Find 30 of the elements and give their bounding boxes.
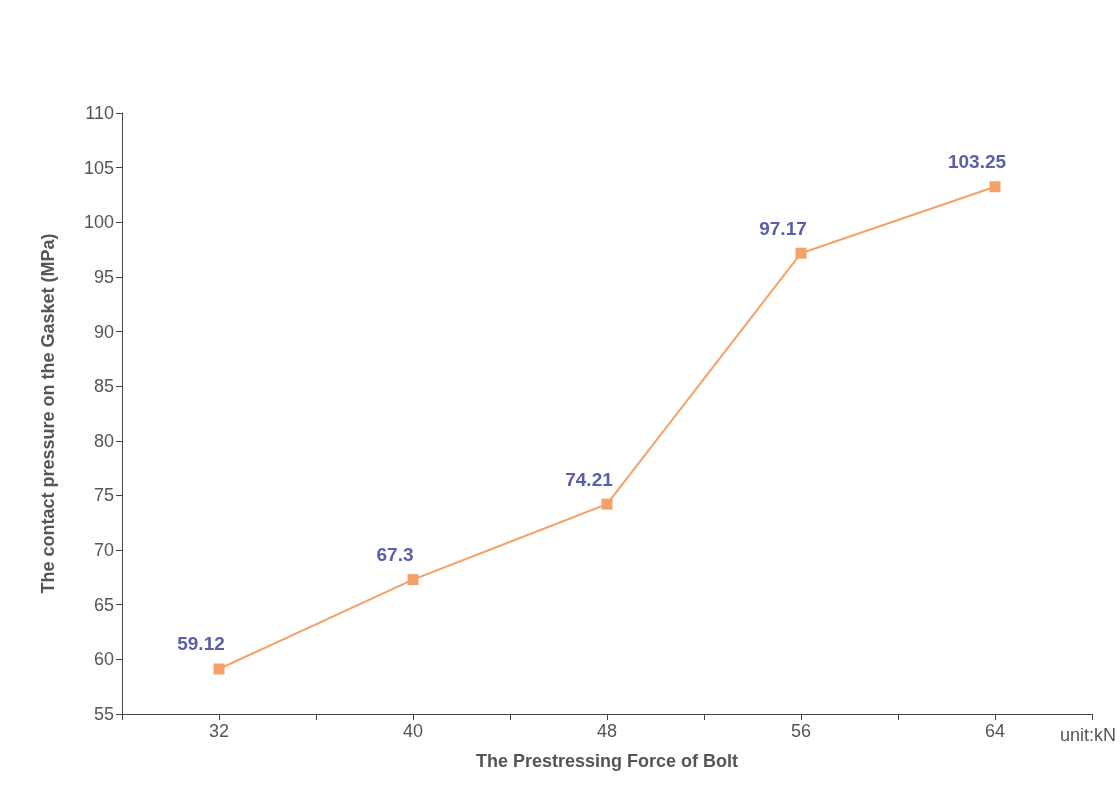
point [601, 498, 613, 510]
point [407, 574, 419, 586]
y-tick-label: 90 [93, 321, 114, 342]
data-label: 67.3 [376, 544, 414, 566]
x-tick-label: 64 [984, 721, 1006, 741]
data-label: 97.17 [759, 217, 807, 239]
y-axis-title: The contact pressure on the Gasket (MPa) [38, 233, 58, 594]
point [989, 181, 1001, 193]
point [795, 247, 807, 259]
x-tick-label: 48 [596, 721, 618, 741]
data-label: 74.21 [565, 468, 614, 490]
y-tick-label: 85 [93, 376, 114, 397]
y-tick-label: 110 [85, 103, 114, 123]
x-tick-label: 56 [790, 721, 812, 741]
y-tick-label: 100 [83, 212, 114, 233]
data-label: 103.25 [947, 151, 1007, 173]
y-tick-label: 55 [93, 704, 114, 724]
point [213, 663, 225, 675]
y-tick-label: 70 [93, 540, 114, 561]
y-tick-label: 60 [93, 649, 114, 670]
x-tick-label: 40 [402, 721, 424, 741]
y-tick-label: 80 [93, 430, 114, 451]
y-tick-label: 75 [93, 485, 114, 506]
y-tick-label: 105 [83, 157, 114, 178]
y-tick-label: 95 [93, 266, 114, 287]
x-tick-label: 32 [208, 721, 230, 741]
x-axis-title: The Prestressing Force of Bolt [475, 751, 739, 771]
data-label: 59.12 [177, 633, 225, 655]
y-tick-label: 65 [93, 594, 114, 615]
text: unit:kN [1059, 725, 1117, 745]
